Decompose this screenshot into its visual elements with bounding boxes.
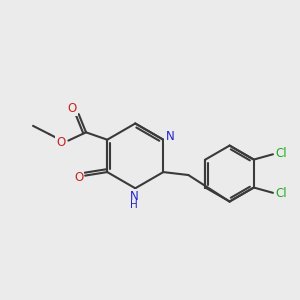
Text: N: N bbox=[129, 190, 138, 203]
Text: Cl: Cl bbox=[275, 187, 287, 200]
Text: O: O bbox=[68, 102, 77, 115]
Text: N: N bbox=[165, 130, 174, 143]
Text: O: O bbox=[56, 136, 66, 148]
Text: O: O bbox=[74, 171, 83, 184]
Text: H: H bbox=[130, 200, 138, 210]
Text: Cl: Cl bbox=[275, 147, 287, 160]
